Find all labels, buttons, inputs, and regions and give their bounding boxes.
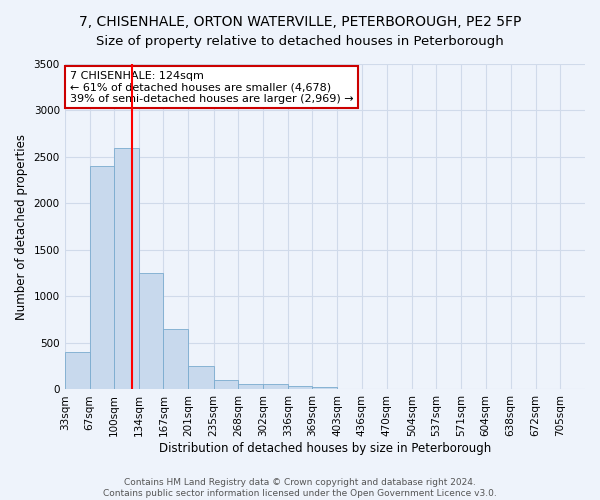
Bar [163, 329, 188, 390]
Bar [313, 386, 337, 390]
Bar [139, 273, 163, 390]
Bar [188, 366, 214, 390]
Bar [65, 352, 90, 390]
Bar [288, 386, 313, 390]
Text: 7 CHISENHALE: 124sqm
← 61% of detached houses are smaller (4,678)
39% of semi-de: 7 CHISENHALE: 124sqm ← 61% of detached h… [70, 70, 353, 104]
Bar [263, 384, 288, 390]
Text: 7, CHISENHALE, ORTON WATERVILLE, PETERBOROUGH, PE2 5FP: 7, CHISENHALE, ORTON WATERVILLE, PETERBO… [79, 15, 521, 29]
Text: Size of property relative to detached houses in Peterborough: Size of property relative to detached ho… [96, 35, 504, 48]
Y-axis label: Number of detached properties: Number of detached properties [15, 134, 28, 320]
Bar [114, 148, 139, 390]
Bar [214, 380, 238, 390]
X-axis label: Distribution of detached houses by size in Peterborough: Distribution of detached houses by size … [159, 442, 491, 455]
Bar [90, 166, 114, 390]
Text: Contains HM Land Registry data © Crown copyright and database right 2024.
Contai: Contains HM Land Registry data © Crown c… [103, 478, 497, 498]
Bar [238, 384, 263, 390]
